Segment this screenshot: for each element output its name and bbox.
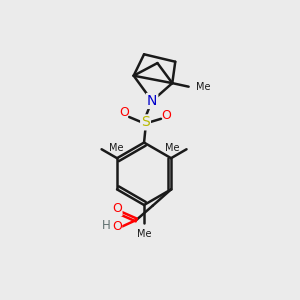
Text: Me: Me [137, 230, 151, 239]
Text: O: O [119, 106, 129, 119]
Text: O: O [112, 202, 122, 215]
Text: Me: Me [196, 82, 211, 92]
Text: N: N [147, 94, 157, 108]
Text: O: O [112, 220, 122, 233]
Text: Me: Me [109, 143, 124, 153]
Text: Me: Me [165, 143, 179, 153]
Text: S: S [141, 116, 150, 129]
Text: H: H [102, 219, 111, 232]
Text: O: O [161, 109, 171, 122]
